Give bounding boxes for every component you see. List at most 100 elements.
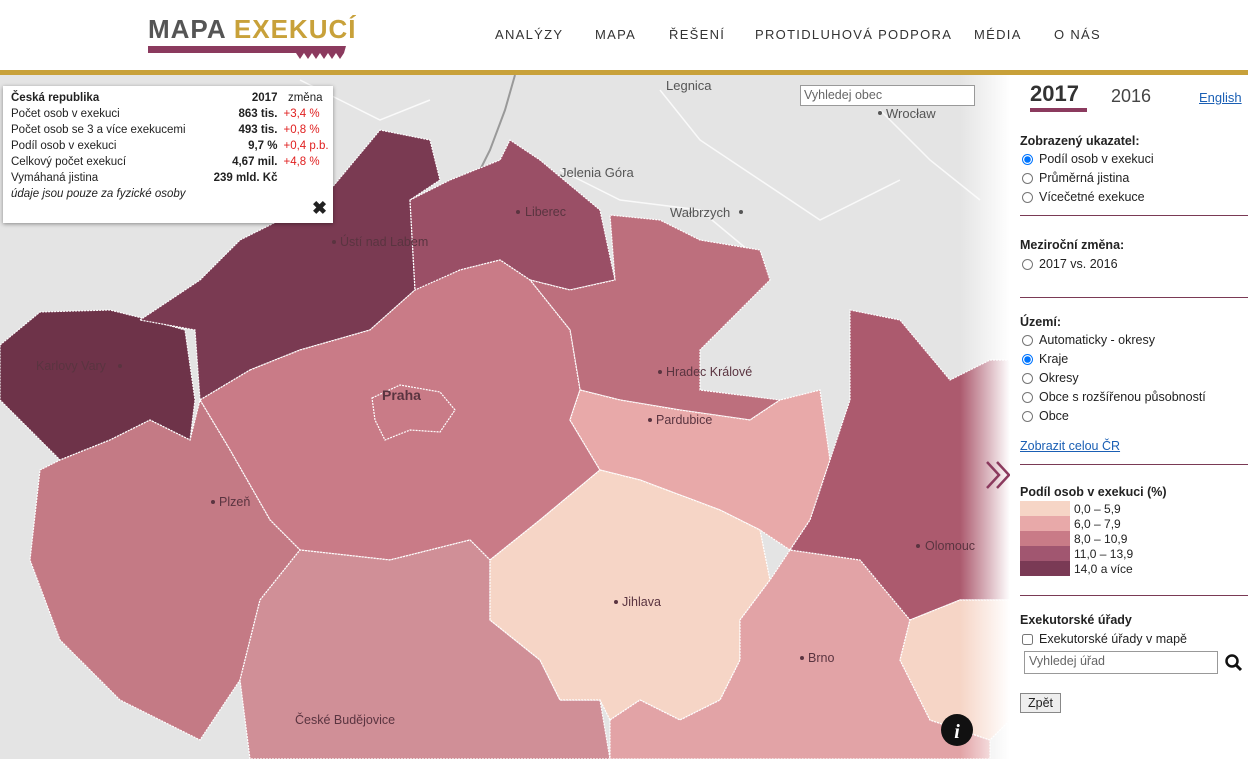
legend-label: 14,0 a více <box>1074 562 1133 576</box>
svg-text:i: i <box>954 721 960 743</box>
info-box: Česká republika 2017 změna Počet osob v ex… <box>3 86 333 223</box>
place-label: Jelenia Góra <box>560 165 634 180</box>
year-underline <box>1030 108 1087 112</box>
legend-swatch <box>1020 561 1070 576</box>
header-border <box>0 70 1248 75</box>
info-value: 4,67 mil. <box>232 156 278 168</box>
region-label: Olomouc <box>925 539 975 553</box>
section-title: Území: <box>1020 315 1061 329</box>
legend-swatch <box>1020 546 1070 561</box>
radio[interactable] <box>1022 172 1033 184</box>
region-label: Jihlava <box>622 595 661 609</box>
header: MAPA EXEKUCÍ ANALÝZY MAPA ŘEŠENÍ PROTIDL… <box>0 0 1248 70</box>
info-icon[interactable]: i <box>941 714 973 746</box>
nav-link[interactable]: PROTIDLUHOVÁ PODPORA <box>755 27 953 42</box>
info-label: Vymáhaná jistina <box>11 172 99 184</box>
radio-option[interactable]: Obce <box>1022 409 1069 423</box>
info-year: 2017 <box>251 92 278 104</box>
option-label: Obce <box>1039 409 1069 423</box>
search-icon[interactable] <box>1224 653 1244 673</box>
info-label: Celkový počet exekucí <box>11 156 127 168</box>
option-label: Okresy <box>1039 371 1079 385</box>
radio-option[interactable]: Obce s rozšířenou působností <box>1022 390 1206 404</box>
logo[interactable]: MAPA EXEKUCÍ <box>148 14 356 45</box>
close-button[interactable]: ✖ <box>312 198 328 218</box>
region-label: Praha <box>382 387 421 403</box>
info-change: +0,8 % <box>283 124 320 136</box>
place-label: Wrocław <box>886 106 936 121</box>
place-label: Legnica <box>666 78 712 93</box>
year-option[interactable]: 2016 <box>1111 86 1152 106</box>
region-label: Liberec <box>525 205 566 219</box>
info-change: +4,8 % <box>283 156 320 168</box>
nav-link[interactable]: MÉDIA <box>974 27 1022 42</box>
expand-arrow[interactable] <box>986 461 1010 489</box>
info-value: 493 tis. <box>238 124 278 136</box>
legend-label: 0,0 – 5,9 <box>1074 502 1121 516</box>
sidebar: 2017 2016 English Zobrazený ukazatel: Po… <box>1010 75 1248 759</box>
section-title: Meziroční změna: <box>1020 238 1125 252</box>
option-label: Podíl osob v exekuci <box>1039 152 1154 166</box>
info-table: Česká republika 2017 změna Počet osob v ex… <box>11 91 333 203</box>
info-label: Počet osob v exekuci <box>11 108 120 120</box>
radio[interactable] <box>1022 334 1033 346</box>
info-change: +0,4 p.b. <box>283 140 329 152</box>
radio[interactable] <box>1022 372 1033 384</box>
region-label: Brno <box>808 651 834 665</box>
search-office[interactable]: Vyhledej úřad <box>1024 651 1218 674</box>
info-label: Počet osob se 3 a více exekucemi <box>11 124 186 136</box>
separator <box>1020 297 1248 298</box>
info-note: údaje jsou pouze za fyzické osoby <box>11 188 186 200</box>
separator <box>1020 595 1248 596</box>
nav-link[interactable]: ŘEŠENÍ <box>669 27 726 42</box>
radio[interactable] <box>1022 258 1033 270</box>
checkbox-option[interactable]: Exekutorské úřady v mapě <box>1022 632 1187 646</box>
year-selected[interactable]: 2017 <box>1030 81 1079 106</box>
legend-label: 6,0 – 7,9 <box>1074 517 1121 531</box>
map[interactable]: Legnica Wrocław Jelenia Góra Wałbrzych K… <box>0 75 1010 759</box>
info-value: 239 mld. Kč <box>213 172 278 184</box>
checkbox[interactable] <box>1022 633 1033 645</box>
radio-option[interactable]: Okresy <box>1022 371 1079 385</box>
region-label: Plzeň <box>219 495 250 509</box>
info-title: Česká republika <box>11 92 100 104</box>
info-change: +3,4 % <box>283 108 320 120</box>
nav-link[interactable]: O NÁS <box>1054 27 1101 42</box>
section-title: Exekutorské úřady <box>1020 613 1132 627</box>
legend-swatch <box>1020 516 1070 531</box>
option-label: Exekutorské úřady v mapě <box>1039 632 1187 646</box>
radio[interactable] <box>1022 410 1033 422</box>
radio-option[interactable]: Kraje <box>1022 352 1068 366</box>
section-title: Zobrazený ukazatel: <box>1020 134 1140 148</box>
option-label: Vícečetné exekuce <box>1039 190 1145 204</box>
separator <box>1020 215 1248 216</box>
radio[interactable] <box>1022 191 1033 203</box>
language-link[interactable]: English <box>1199 90 1242 105</box>
radio[interactable] <box>1022 391 1033 403</box>
radio[interactable] <box>1022 153 1033 165</box>
radio-option[interactable]: Vícečetné exekuce <box>1022 190 1145 204</box>
radio-option[interactable]: Automaticky - okresy <box>1022 333 1155 347</box>
nav-link[interactable]: ANALÝZY <box>495 27 564 42</box>
radio[interactable] <box>1022 353 1033 365</box>
region-label: Hradec Králové <box>666 365 752 379</box>
back-button[interactable]: Zpět <box>1020 693 1062 713</box>
option-label: Kraje <box>1039 352 1069 366</box>
logo-underline <box>148 46 346 59</box>
radio-option[interactable]: 2017 vs. 2016 <box>1022 257 1118 271</box>
legend-swatch <box>1020 531 1070 546</box>
info-label: Podíl osob v exekuci <box>11 140 117 152</box>
info-value: 863 tis. <box>238 108 278 120</box>
option-label: 2017 vs. 2016 <box>1039 257 1118 271</box>
region-label: Pardubice <box>656 413 712 427</box>
radio-option[interactable]: Podíl osob v exekuci <box>1022 152 1154 166</box>
search-municipality[interactable]: Vyhledej obec <box>800 85 975 106</box>
region-label: České Budějovice <box>295 712 395 727</box>
separator <box>1020 464 1248 465</box>
nav-link[interactable]: MAPA <box>595 27 637 42</box>
show-all-link[interactable]: Zobrazit celou ČR <box>1020 439 1121 453</box>
radio-option[interactable]: Průměrná jistina <box>1022 171 1129 185</box>
legend-title: Podíl osob v exekuci (%) <box>1020 485 1167 499</box>
